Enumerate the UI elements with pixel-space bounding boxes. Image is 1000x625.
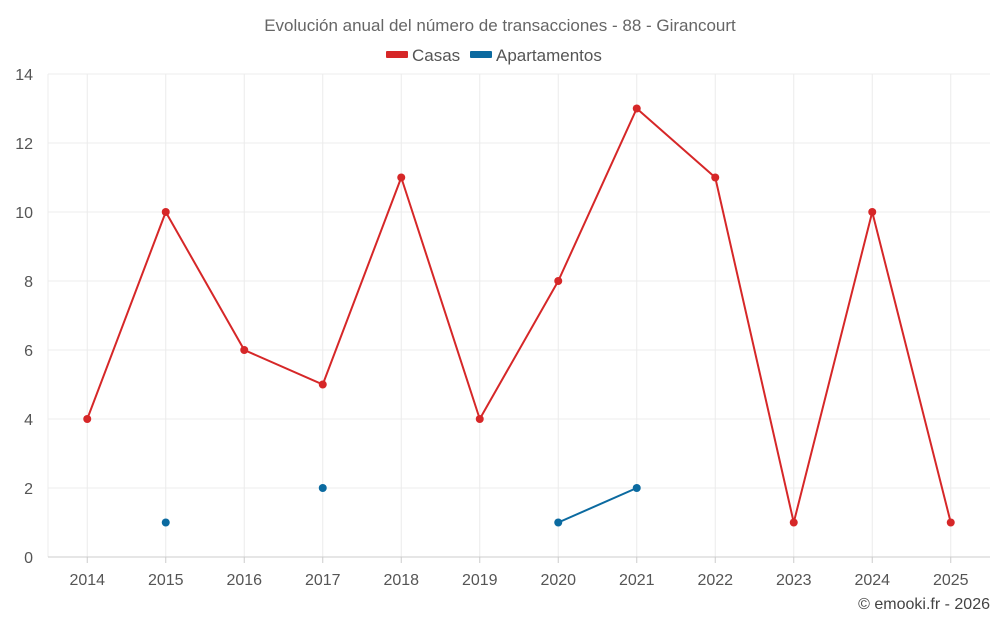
data-point-apartamentos[interactable] bbox=[554, 518, 563, 527]
x-tick-label: 2020 bbox=[540, 572, 576, 589]
series-casas bbox=[83, 104, 955, 527]
data-point-casas[interactable] bbox=[946, 518, 955, 527]
data-point-casas[interactable] bbox=[161, 208, 170, 216]
series-line-apartamentos bbox=[557, 487, 638, 524]
data-point-casas[interactable] bbox=[475, 415, 484, 423]
x-tick-label: 2018 bbox=[383, 572, 419, 589]
y-tick-label: 0 bbox=[24, 550, 33, 567]
y-tick-label: 12 bbox=[15, 136, 33, 153]
data-point-casas[interactable] bbox=[240, 346, 249, 354]
legend-label-apartamentos: Apartamentos bbox=[496, 46, 602, 65]
legend-swatch-casas bbox=[386, 51, 408, 58]
x-tick-label: 2024 bbox=[854, 572, 890, 589]
y-tick-label: 10 bbox=[15, 205, 33, 222]
legend-label-casas: Casas bbox=[412, 46, 460, 65]
x-tick-label: 2017 bbox=[305, 572, 341, 589]
chart-title: Evolución anual del número de transaccio… bbox=[264, 16, 736, 35]
series-apartamentos bbox=[161, 484, 641, 527]
data-point-apartamentos[interactable] bbox=[632, 484, 641, 492]
data-point-casas[interactable] bbox=[632, 104, 641, 113]
data-point-casas[interactable] bbox=[318, 380, 327, 389]
legend-item-casas[interactable]: Casas bbox=[386, 46, 460, 65]
data-point-casas[interactable] bbox=[397, 173, 406, 182]
credit-text: © emooki.fr - 2026 bbox=[858, 596, 990, 613]
data-point-casas[interactable] bbox=[711, 173, 720, 182]
legend-swatch-apartamentos bbox=[470, 51, 492, 58]
x-tick-label: 2025 bbox=[933, 572, 969, 589]
series bbox=[83, 104, 955, 527]
x-tick-label: 2014 bbox=[69, 572, 105, 589]
data-point-casas[interactable] bbox=[83, 415, 92, 423]
data-point-apartamentos[interactable] bbox=[161, 518, 170, 527]
y-tick-label: 14 bbox=[15, 67, 33, 84]
data-point-casas[interactable] bbox=[868, 208, 877, 216]
data-point-casas[interactable] bbox=[789, 518, 798, 527]
axes: 0 2 4 6 8 10 12 14 2014 2015 2016 2017 2018 2019 2020 2… bbox=[15, 67, 990, 589]
legend-item-apartamentos[interactable]: Apartamentos bbox=[470, 46, 602, 65]
y-tick-label: 8 bbox=[24, 274, 33, 291]
x-tick-label: 2022 bbox=[697, 572, 733, 589]
data-point-apartamentos[interactable] bbox=[318, 484, 327, 492]
x-tick-label: 2019 bbox=[462, 572, 498, 589]
legend: Casas Apartamentos bbox=[386, 46, 602, 65]
y-tick-label: 6 bbox=[24, 343, 33, 360]
series-line-casas bbox=[86, 107, 952, 524]
y-tick-label: 4 bbox=[24, 412, 33, 429]
x-tick-label: 2021 bbox=[619, 572, 655, 589]
x-tick-label: 2023 bbox=[776, 572, 812, 589]
grid bbox=[47, 73, 990, 557]
x-tick-label: 2016 bbox=[226, 572, 262, 589]
data-point-casas[interactable] bbox=[554, 277, 563, 285]
x-tick-label: 2015 bbox=[148, 572, 184, 589]
y-tick-label: 2 bbox=[24, 481, 33, 498]
